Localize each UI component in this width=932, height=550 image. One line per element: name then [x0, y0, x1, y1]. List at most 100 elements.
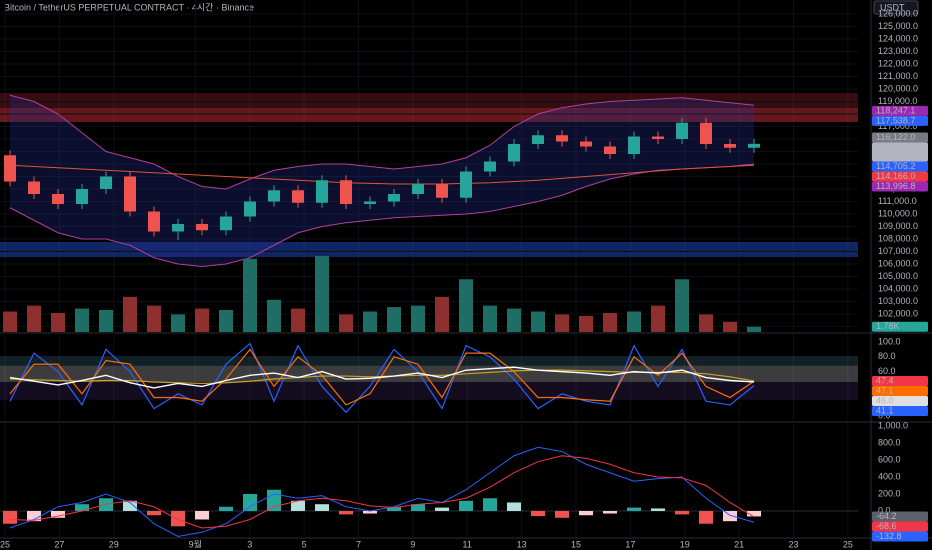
- y-tick-label: 119,000.0: [878, 96, 917, 106]
- y-tick-label: 121,000.0: [878, 71, 918, 81]
- y-tick-label: 106,000.0: [878, 258, 918, 268]
- price-tag-label: 116,122.0: [876, 132, 915, 142]
- x-tick-label: 9: [410, 539, 415, 549]
- histogram-bar: [507, 502, 521, 511]
- band-lower: [9, 163, 755, 268]
- y-tick-label: 400.0: [878, 471, 901, 481]
- candle-body: [172, 224, 184, 232]
- candle-body: [508, 144, 520, 162]
- histogram-bar: [675, 510, 689, 515]
- y-tick-label: 125,000.0: [878, 21, 918, 31]
- price-tag-label: 118,247.1: [876, 105, 915, 115]
- volume-bar: [315, 255, 329, 332]
- price-tag-label: -68.6: [876, 521, 897, 531]
- histogram-bar: [123, 500, 137, 511]
- price-tag-label: 1.78K: [876, 321, 900, 331]
- candle-body: [412, 184, 424, 194]
- y-tick-label: 105,000.0: [878, 271, 918, 281]
- candle-body: [52, 194, 64, 204]
- volume-bar: [171, 314, 185, 332]
- volume-bar: [243, 258, 257, 332]
- price-tag: [872, 375, 928, 386]
- price-tag: [872, 161, 928, 172]
- y-tick-label: 107,000.0: [878, 246, 918, 256]
- x-tick-label: 13: [517, 539, 527, 549]
- currency-box: [873, 0, 919, 15]
- volume-bar: [411, 305, 425, 332]
- histogram-bar: [435, 507, 449, 511]
- zone: [0, 93, 858, 108]
- volume-bar: [267, 299, 281, 332]
- candle-body: [316, 180, 328, 203]
- x-tick-label: 25: [843, 539, 853, 549]
- x-tick-label: 19: [680, 539, 690, 549]
- price-tag-label: 114,166.0: [876, 171, 915, 181]
- price-tag: [872, 405, 928, 416]
- y-tick-label: 102,000.0: [878, 308, 918, 318]
- volume-bar: [435, 296, 449, 332]
- candle-body: [148, 211, 160, 232]
- moving-average: [9, 164, 755, 185]
- y-tick-label: 120,000.0: [878, 83, 918, 93]
- histogram-bar: [171, 510, 185, 527]
- price-tag-label: 114,705.2: [876, 161, 915, 171]
- zone: [0, 108, 858, 122]
- price-tag-label: 47.4: [876, 375, 894, 385]
- candle-body: [196, 224, 208, 231]
- volume-bar: [723, 321, 737, 332]
- candle-body: [340, 180, 352, 204]
- y-tick-label: 110,000.0: [878, 208, 917, 218]
- histogram-bar: [195, 510, 209, 520]
- volume-bar: [363, 311, 377, 332]
- price-tag-label: 47.1: [876, 385, 894, 395]
- x-tick-label: 23: [789, 539, 799, 549]
- volume-bar: [339, 314, 353, 332]
- macd-line: [9, 446, 755, 538]
- y-tick-label: 600.0: [878, 454, 901, 464]
- volume-bar: [627, 311, 641, 332]
- histogram-bar: [3, 510, 17, 524]
- y-tick-label: 109,000.0: [878, 221, 918, 231]
- volume-bar: [51, 312, 65, 332]
- histogram-bar: [579, 510, 593, 516]
- price-tag-label: -64.2: [876, 511, 897, 521]
- x-tick-label: 9월: [189, 538, 202, 549]
- candle-body: [4, 155, 16, 182]
- histogram-bar: [339, 510, 353, 515]
- x-tick-label: 21: [734, 539, 744, 549]
- histogram-bar: [483, 498, 497, 511]
- x-tick-label: 15: [571, 539, 581, 549]
- candle-body: [748, 143, 760, 148]
- volume-bar: [195, 308, 209, 332]
- histogram-bar: [291, 500, 305, 511]
- y-tick-label: 111,000.0: [878, 196, 917, 206]
- volume-bar: [27, 305, 41, 332]
- price-tag: [872, 321, 928, 332]
- y-tick-label: 200.0: [878, 488, 901, 498]
- y-tick-label: 0.0: [878, 505, 891, 515]
- volume-bar: [219, 310, 233, 332]
- histogram-bar: [243, 493, 257, 511]
- candle-body: [484, 161, 496, 172]
- volume-bar: [123, 296, 137, 332]
- candle-body: [676, 122, 688, 139]
- price-tag: [872, 395, 928, 406]
- candle-body: [724, 144, 736, 148]
- volume-bar: [555, 314, 569, 332]
- price-tag: [872, 115, 928, 126]
- zone: [0, 365, 858, 382]
- countdown: 02:06:52: [876, 151, 911, 161]
- indicator-line: [9, 348, 755, 406]
- volume-bar: [507, 308, 521, 332]
- volume-bar: [579, 315, 593, 332]
- price-tag: [872, 105, 928, 116]
- volume-bar: [459, 279, 473, 332]
- histogram-bar: [27, 510, 41, 522]
- y-tick-label: 100.0: [878, 336, 901, 346]
- histogram-bar: [315, 504, 329, 511]
- volume-bar: [75, 308, 89, 332]
- price-tag: [872, 511, 928, 522]
- histogram-bar: [363, 510, 377, 514]
- price-tag: [872, 531, 928, 542]
